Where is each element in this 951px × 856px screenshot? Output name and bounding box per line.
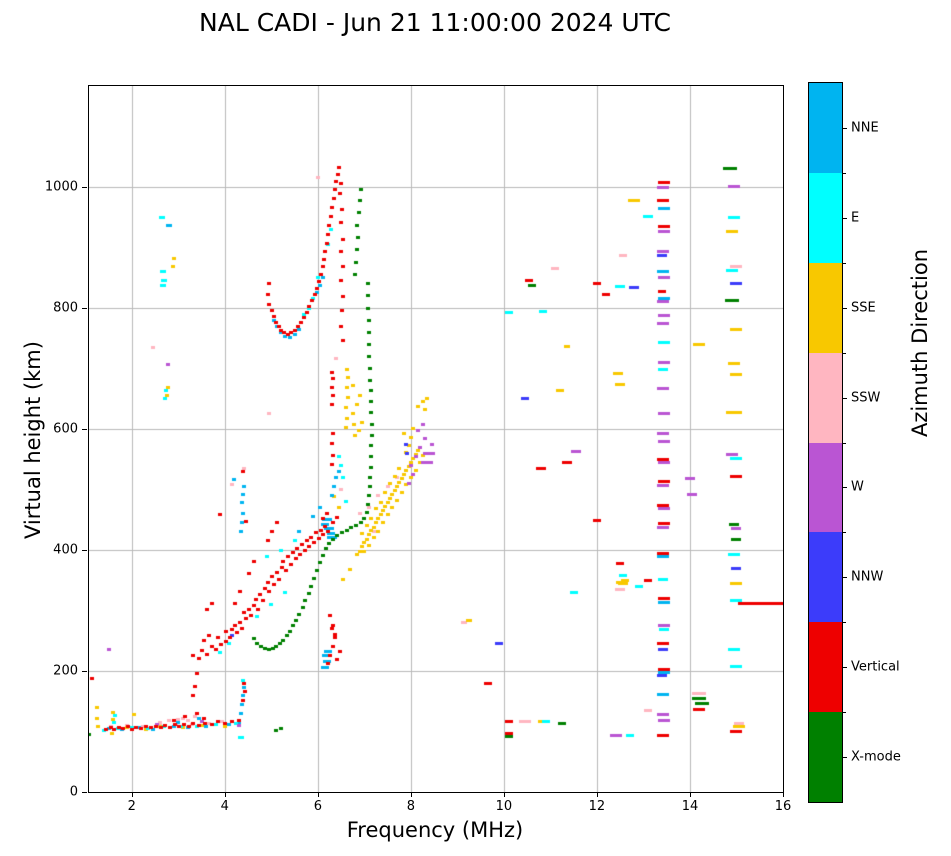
- colorbar-tick: [842, 398, 847, 399]
- colorbar-boundary-tick: [842, 173, 846, 174]
- colorbar-tick-label: W: [851, 479, 864, 495]
- x-tick-label: 12: [588, 799, 606, 814]
- colorbar-segment-e: [809, 172, 842, 263]
- x-tick-label: 4: [220, 799, 229, 814]
- x-tick-mark: [504, 792, 505, 797]
- colorbar-axis-label: Azimuth Direction: [908, 248, 932, 438]
- y-tick-mark: [82, 187, 87, 188]
- x-tick-mark: [597, 792, 598, 797]
- y-tick-label: 1000: [44, 179, 78, 195]
- x-tick-mark: [318, 792, 319, 797]
- colorbar-segment-nnw: [809, 532, 842, 623]
- y-tick-label: 800: [53, 300, 78, 316]
- colorbar-tick-label: NNE: [851, 120, 879, 136]
- colorbar-tick-label: E: [851, 210, 860, 226]
- colorbar: [808, 82, 843, 803]
- x-axis-label: Frequency (MHz): [346, 818, 524, 842]
- y-tick-mark: [82, 308, 87, 309]
- x-tick-label: 16: [774, 799, 792, 814]
- colorbar-boundary-tick: [842, 443, 846, 444]
- colorbar-boundary-tick: [842, 622, 846, 623]
- x-tick-mark: [132, 792, 133, 797]
- x-tick-mark: [783, 792, 784, 797]
- y-tick-mark: [82, 671, 87, 672]
- y-tick-label: 200: [53, 663, 78, 679]
- x-tick-mark: [225, 792, 226, 797]
- x-tick-mark: [411, 792, 412, 797]
- colorbar-segment-x-mode: [809, 712, 842, 802]
- colorbar-tick: [842, 128, 847, 129]
- colorbar-boundary-tick: [842, 712, 846, 713]
- colorbar-tick: [842, 757, 847, 758]
- colorbar-boundary-tick: [842, 263, 846, 264]
- colorbar-segment-vertical: [809, 622, 842, 713]
- y-tick-label: 0: [69, 784, 78, 800]
- colorbar-segment-ssw: [809, 352, 842, 443]
- colorbar-tick-label: SSW: [851, 390, 881, 406]
- x-tick-label: 6: [313, 799, 322, 814]
- colorbar-boundary-tick: [842, 532, 846, 533]
- chart-title: NAL CADI - Jun 21 11:00:00 2024 UTC: [199, 8, 671, 37]
- plot-area: [88, 85, 784, 793]
- y-tick-label: 600: [53, 421, 78, 437]
- x-tick-label: 8: [406, 799, 416, 814]
- scatter-canvas: [89, 86, 783, 792]
- colorbar-boundary-tick: [842, 353, 846, 354]
- colorbar-segment-sse: [809, 262, 842, 353]
- y-axis-label: Virtual height (km): [21, 341, 45, 539]
- colorbar-tick-label: NNW: [851, 569, 884, 585]
- colorbar-tick: [842, 667, 847, 668]
- colorbar-tick-label: SSE: [851, 300, 876, 316]
- x-tick-mark: [690, 792, 691, 797]
- colorbar-segment-nne: [809, 83, 842, 173]
- y-tick-mark: [82, 792, 87, 793]
- y-tick-mark: [82, 550, 87, 551]
- colorbar-tick-label: Vertical: [851, 659, 900, 675]
- y-tick-mark: [82, 429, 87, 430]
- y-tick-label: 400: [53, 542, 78, 558]
- x-tick-label: 2: [127, 799, 136, 814]
- x-tick-label: 14: [681, 799, 699, 814]
- colorbar-tick: [842, 308, 847, 309]
- colorbar-tick: [842, 218, 847, 219]
- colorbar-segment-w: [809, 442, 842, 533]
- colorbar-tick: [842, 577, 847, 578]
- colorbar-tick: [842, 487, 847, 488]
- colorbar-tick-label: X-mode: [851, 749, 901, 765]
- x-tick-label: 10: [495, 799, 513, 814]
